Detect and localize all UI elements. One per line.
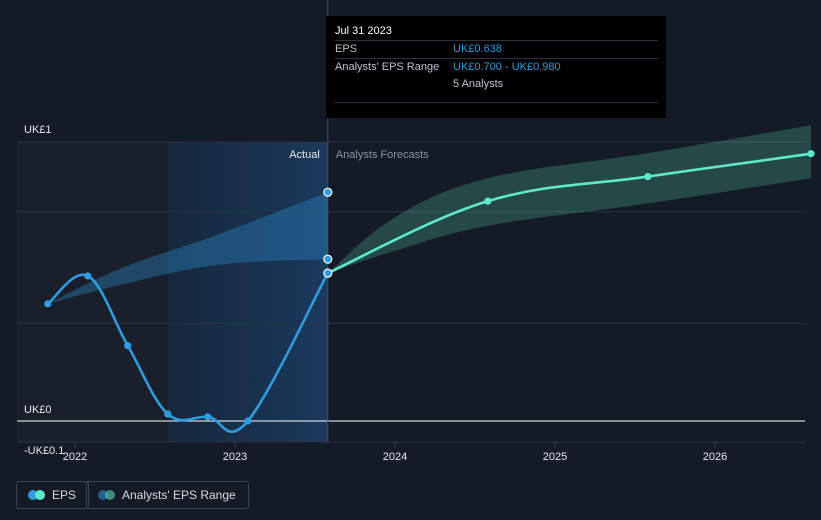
eps-point [323,268,333,278]
y-label-top: UK£1 [24,124,52,136]
x-tick-label: 2022 [63,451,87,463]
legend-eps[interactable]: EPS [16,481,90,509]
tooltip-analysts-count: 5 Analysts [453,78,504,90]
x-tick-label: 2026 [703,451,727,463]
x-tick-label: 2023 [223,451,247,463]
eps-point [164,410,172,418]
eps-range-band-forecast [327,125,811,274]
eps-range-band-actual [47,192,328,304]
tooltip-range-label: Analysts' EPS Range [335,61,440,73]
legend-range-label: Analysts' EPS Range [122,488,236,502]
tooltip: Jul 31 2023 EPS UK£0.638 Analysts' EPS R… [326,16,666,118]
eps-point [124,342,132,350]
x-tick-label: 2025 [543,451,567,463]
forecast-label: Analysts Forecasts [336,149,429,161]
actual-shaded-region [167,142,328,442]
tooltip-row-eps: EPS UK£0.638 [335,40,658,58]
tooltip-date: Jul 31 2023 [335,25,392,37]
eps-forecast-point [484,197,492,205]
eps-forecast-line [326,152,813,275]
actual-label: Actual [289,149,320,161]
range-point [323,187,333,197]
legend-range[interactable]: Analysts' EPS Range [86,481,249,509]
tooltip-row-analysts: 5 Analysts [335,76,658,93]
eps-forecast-point [644,172,652,181]
y-label-bottom: -UK£0.1 [24,445,64,457]
eps-point [44,300,52,308]
history-band [17,142,168,442]
tooltip-eps-value: UK£0.638 [453,43,502,55]
tooltip-divider [335,102,658,103]
eps-point [204,413,212,421]
x-tick-label: 2024 [383,451,407,463]
range-point [323,254,333,264]
y-label-zero: UK£0 [24,404,52,416]
legend-eps-label: EPS [52,488,77,502]
legend-range-swatch [98,490,116,500]
tooltip-eps-label: EPS [335,43,358,55]
eps-point [84,272,92,280]
eps-point [244,417,252,425]
eps-forecast-point [807,150,815,158]
tooltip-range-value: UK£0.700 - UK£0.980 [453,61,561,73]
legend-eps-swatch [28,490,46,500]
tooltip-row-range: Analysts' EPS Range UK£0.700 - UK£0.980 [335,58,658,76]
